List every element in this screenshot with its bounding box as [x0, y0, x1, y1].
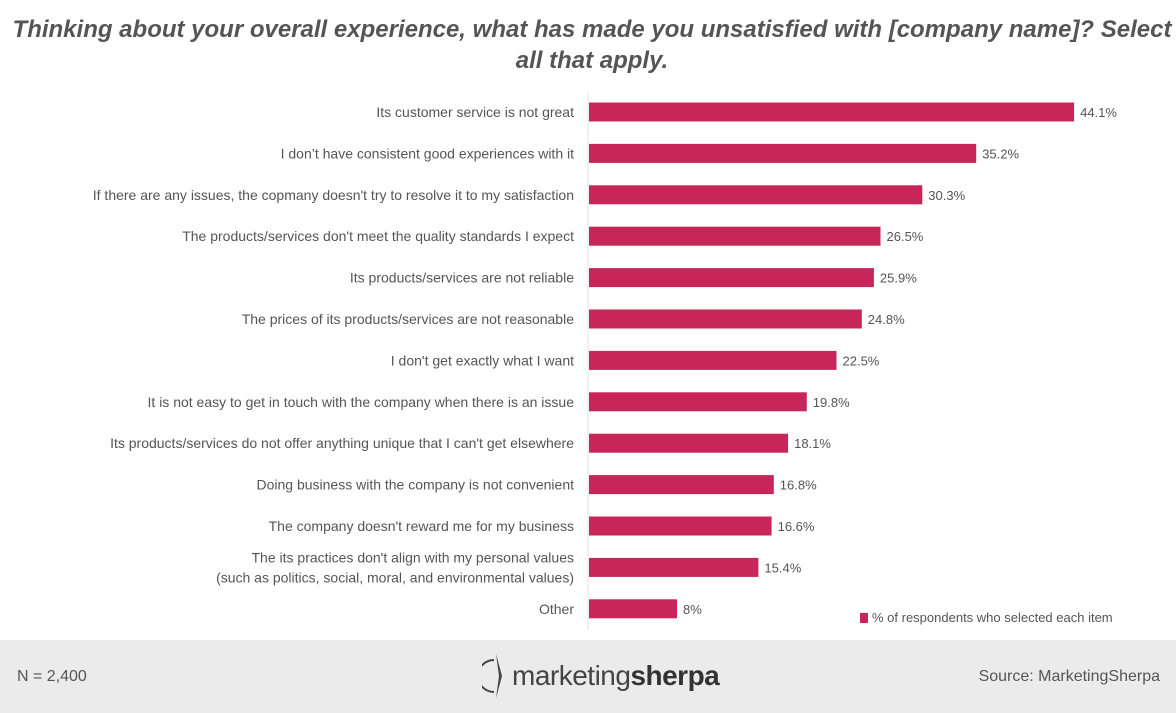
bar — [589, 102, 1075, 122]
data-label: 18.1% — [794, 436, 831, 451]
bar — [589, 226, 881, 246]
bar — [589, 268, 874, 288]
legend-label: % of respondents who selected each item — [872, 610, 1113, 625]
marketingsherpa-logo: marketing sherpa — [482, 654, 720, 698]
data-label: 19.8% — [813, 395, 850, 410]
footer: N = 2,400 marketing sherpa Source: Market… — [0, 640, 1176, 713]
data-label: 15.4% — [764, 560, 801, 575]
data-label: 26.5% — [887, 229, 924, 244]
data-label: 24.8% — [868, 312, 905, 327]
category-label: It is not easy to get in touch with the … — [148, 394, 575, 410]
category-label: I don't get exactly what I want — [391, 352, 574, 368]
category-label: The company doesn't reward me for my bus… — [269, 518, 574, 534]
bar — [589, 433, 789, 453]
bar-chart: 44.1% Its customer service is not great 35… — [93, 92, 1117, 630]
logo-text-bold: sherpa — [630, 660, 720, 691]
category-label: Doing business with the company is not c… — [256, 477, 574, 493]
data-label: 25.9% — [880, 271, 917, 286]
bar — [589, 143, 977, 163]
category-label: If there are any issues, the copmany doe… — [93, 187, 574, 203]
data-label: 35.2% — [982, 146, 1019, 161]
bar — [589, 557, 759, 577]
bar — [589, 516, 772, 536]
data-label: 30.3% — [928, 188, 965, 203]
category-label: Other — [539, 601, 574, 617]
bar — [589, 350, 837, 370]
category-label: The its practices don't align with my pe… — [252, 549, 575, 565]
bar — [589, 309, 862, 329]
category-label: I don’t have consistent good experiences… — [281, 145, 575, 161]
compass-icon — [482, 654, 502, 698]
data-label: 16.8% — [780, 478, 817, 493]
category-label: Its products/services are not reliable — [350, 270, 574, 286]
bar — [589, 475, 774, 495]
data-label: 44.1% — [1080, 105, 1117, 120]
chart-title: Thinking about your overall experience, … — [12, 16, 1172, 74]
category-label: (such as politics, social, moral, and en… — [216, 569, 574, 585]
bar — [589, 185, 923, 205]
category-label: Its products/services do not offer anyth… — [110, 435, 574, 451]
sample-size: N = 2,400 — [17, 668, 87, 685]
logo-text-light: marketing — [512, 660, 631, 691]
category-label: Its customer service is not great — [376, 104, 574, 120]
source-note: Source: MarketingSherpa — [978, 668, 1160, 685]
legend-swatch — [860, 613, 868, 623]
data-label: 8% — [683, 602, 702, 617]
data-label: 16.6% — [778, 519, 815, 534]
data-label: 22.5% — [843, 353, 880, 368]
bar — [589, 599, 677, 619]
category-label: The products/services don't meet the qua… — [182, 228, 574, 244]
bar — [589, 392, 807, 412]
category-label: The prices of its products/services are … — [242, 311, 574, 327]
